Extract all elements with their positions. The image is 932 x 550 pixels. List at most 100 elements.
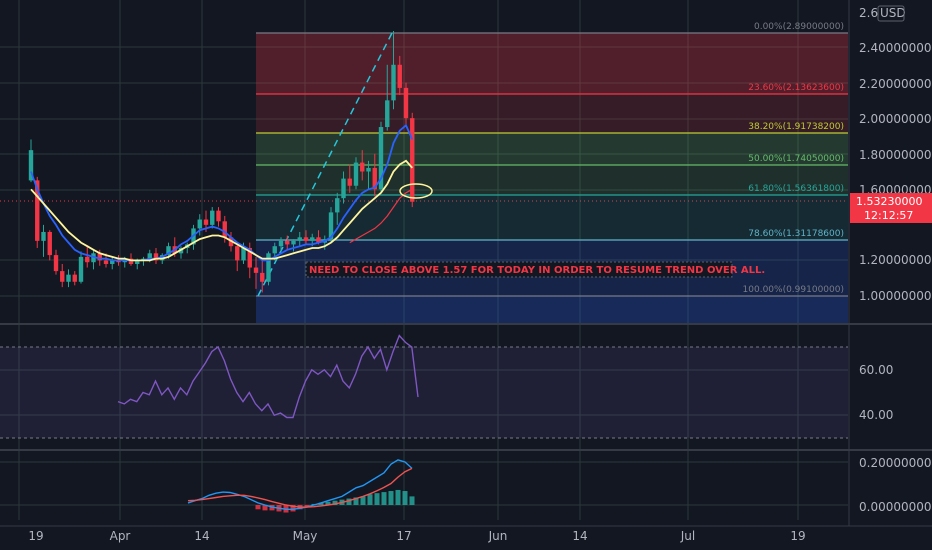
candle-body-12: [103, 260, 109, 264]
time-axis-label-3: May: [293, 529, 318, 543]
candle-body-27: [197, 219, 202, 229]
rsi-pane: 60.00 40.00: [0, 334, 893, 439]
time-axis-label-4: 17: [396, 529, 411, 543]
candle-body-52: [353, 162, 359, 186]
candle-body-28: [203, 219, 209, 225]
fib-level-label-1: 23.60%(2.13623600): [748, 83, 844, 93]
trend-line[interactable]: [257, 32, 393, 297]
candle-body-51: [347, 178, 352, 186]
candle-body-56: [378, 127, 384, 190]
currency-label: USD: [880, 6, 906, 20]
time-axis[interactable]: 19 Apr 14 May 17 Jun 14 Jul 19: [28, 529, 805, 543]
macd-hist-15: [290, 505, 296, 512]
macd-hist-10: [255, 505, 261, 510]
macd-hist-19: [318, 502, 324, 505]
macd-hist-24: [353, 497, 359, 505]
time-axis-label-5: Jun: [488, 529, 508, 543]
candle-body-54: [366, 167, 371, 172]
candle-body-34: [241, 247, 246, 261]
candle-body-45: [310, 237, 315, 241]
candle-body-2: [41, 231, 46, 241]
fib-level-label-5: 78.60%(1.31178600): [748, 229, 844, 239]
candle-body-7: [72, 274, 77, 282]
macd-hist-32: [409, 496, 415, 505]
candle-body-42: [291, 240, 296, 245]
candle-body-39: [272, 246, 277, 254]
macd-pane: 0.20000000 0.00000000: [187, 456, 932, 514]
candle-body-60: [403, 87, 409, 119]
macd-hist-20: [325, 501, 331, 505]
time-axis-label-6: 14: [572, 529, 587, 543]
macd-hist-21: [332, 500, 338, 505]
candle-body-0: [28, 150, 34, 181]
price-axis-label-2: 2.20000000: [859, 77, 932, 91]
candle-body-37: [260, 272, 265, 282]
fib-zone-bottom: [256, 296, 848, 323]
rsi-band: [0, 347, 848, 438]
candle-body-4: [53, 255, 59, 272]
macd-hist-31: [402, 491, 408, 505]
candle-body-11: [97, 253, 102, 261]
price-axis-label-0: 2.6: [859, 6, 878, 20]
candle-body-1: [35, 180, 40, 241]
candle-body-41: [285, 240, 290, 245]
annotation-text: NEED TO CLOSE ABOVE 1.57 FOR TODAY IN OR…: [309, 265, 765, 276]
candle-body-55: [372, 167, 377, 190]
price-axis[interactable]: 2.6 2.40000000 2.20000000 2.00000000 1.80000…: [850, 5, 932, 303]
candle-body-58: [391, 64, 396, 101]
fib-level-label-6: 100.00%(0.99100000): [743, 285, 844, 295]
fib-zone-1: [256, 94, 848, 133]
moving-averages: [30, 123, 433, 262]
macd-hist-25: [360, 496, 366, 505]
candle-body-19: [147, 253, 152, 259]
candle-body-35: [247, 247, 252, 268]
macd-hist-30: [395, 489, 401, 505]
candle-body-22: [166, 246, 171, 256]
candle-body-31: [222, 221, 227, 238]
time-axis-label-2: 14: [194, 529, 209, 543]
time-axis-label-8: 19: [790, 529, 805, 543]
candle-body-17: [135, 260, 140, 264]
candle-body-13: [110, 260, 115, 264]
annotation[interactable]: NEED TO CLOSE ABOVE 1.57 FOR TODAY IN OR…: [305, 261, 765, 278]
fib-level-label-0: 0.00%(2.89000000): [754, 22, 844, 32]
fib-level-label-3: 50.00%(1.74050000): [748, 154, 844, 164]
candle-body-43: [297, 237, 302, 241]
macd-hist-26: [367, 494, 373, 505]
fib-retracement[interactable]: 0.00%(2.89000000) 23.60%(2.13623600) 38.20…: [256, 22, 848, 323]
candle-body-29: [210, 210, 215, 225]
candle-body-16: [128, 258, 134, 264]
macd-signal-line: [187, 467, 413, 508]
candle-body-36: [253, 267, 259, 273]
candle-body-48: [328, 212, 334, 240]
fib-zone-0: [256, 33, 848, 94]
candle-body-30: [216, 210, 221, 222]
candle-body-38: [266, 253, 271, 282]
fib-level-label-2: 38.20%(1.91738200): [748, 122, 844, 132]
price-axis-label-7: 1.00000000: [859, 289, 932, 303]
last-price-value: 1.53230000: [856, 195, 922, 208]
rsi-axis-label-1: 40.00: [859, 408, 893, 422]
macd-hist-17: [304, 505, 310, 508]
time-axis-label-1: Apr: [110, 529, 131, 543]
ema-blue-line: [30, 123, 414, 262]
candle-body-33: [235, 246, 240, 261]
candle-body-57: [385, 100, 390, 128]
candle-body-9: [85, 256, 90, 263]
highlight-ellipse: [399, 183, 433, 199]
macd-axis-label-1: 0.00000000: [859, 500, 932, 514]
time-axis-label-0: 19: [28, 529, 43, 543]
candle-body-59: [397, 64, 402, 88]
candle-countdown: 12:12:57: [864, 209, 913, 222]
candle-body-5: [60, 271, 65, 282]
macd-hist-27: [374, 493, 380, 505]
macd-axis-label-0: 0.20000000: [859, 456, 932, 470]
candle-body-6: [66, 274, 71, 282]
price-axis-label-3: 2.00000000: [859, 112, 932, 126]
trend-line-dashed: [257, 32, 393, 297]
candle-body-20: [153, 253, 159, 261]
ema-red-line: [349, 188, 413, 244]
candle-body-44: [303, 237, 309, 241]
candle-body-40: [278, 240, 284, 247]
